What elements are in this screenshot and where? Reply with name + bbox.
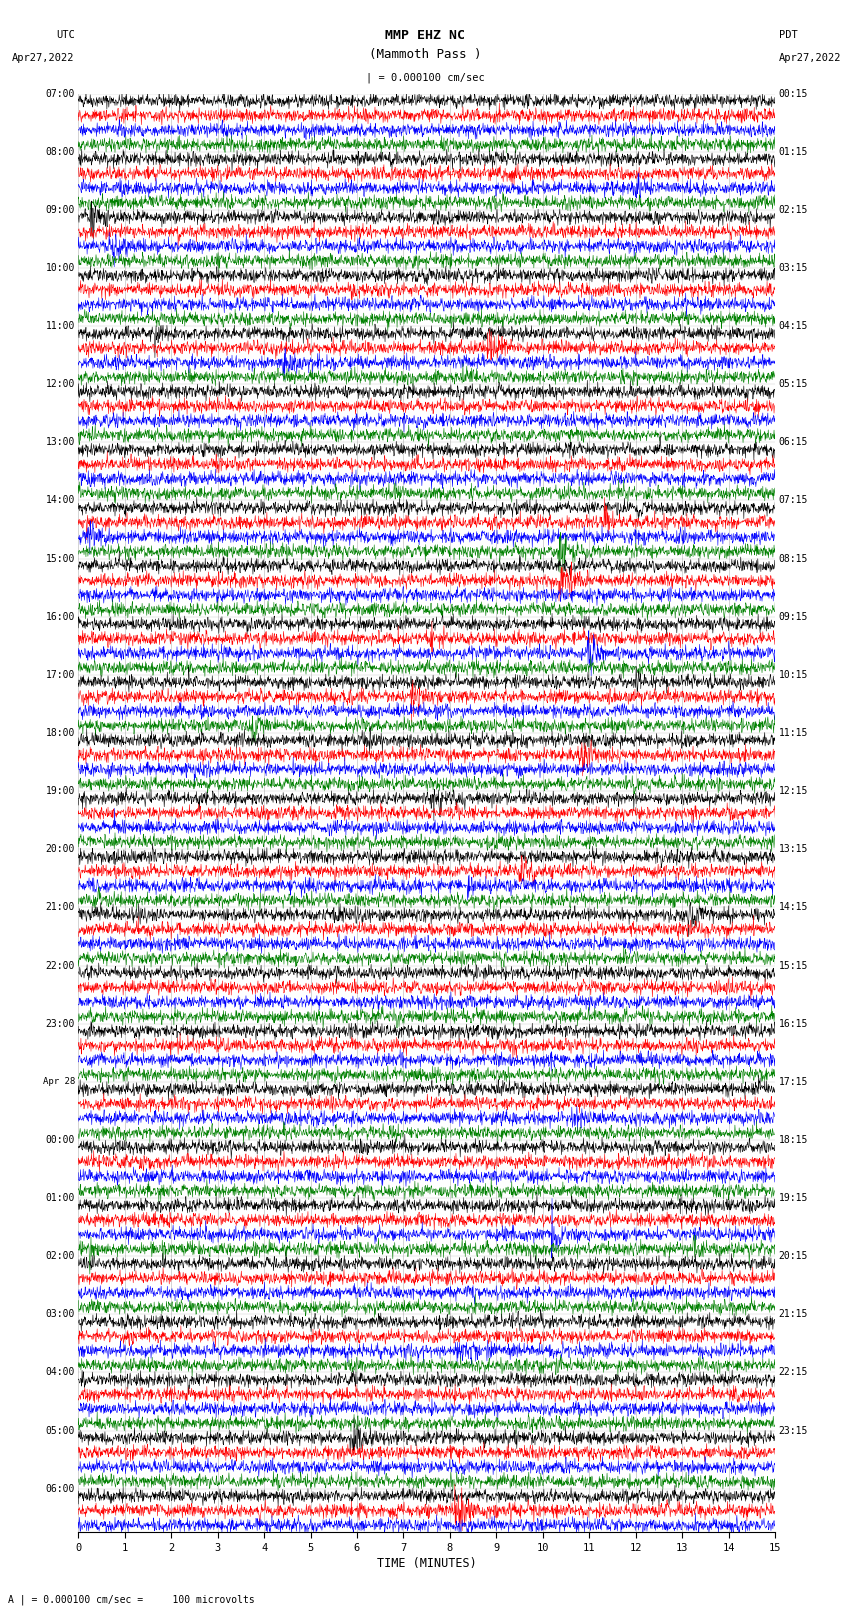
Text: 14:15: 14:15 bbox=[779, 902, 808, 913]
Text: 01:00: 01:00 bbox=[45, 1194, 75, 1203]
Text: 21:15: 21:15 bbox=[779, 1310, 808, 1319]
Text: 19:00: 19:00 bbox=[45, 786, 75, 797]
Text: 12:15: 12:15 bbox=[779, 786, 808, 797]
Text: 10:15: 10:15 bbox=[779, 669, 808, 681]
Text: (Mammoth Pass ): (Mammoth Pass ) bbox=[369, 48, 481, 61]
Text: 17:15: 17:15 bbox=[779, 1077, 808, 1087]
Text: 18:00: 18:00 bbox=[45, 727, 75, 739]
Text: 00:15: 00:15 bbox=[779, 89, 808, 98]
Text: UTC: UTC bbox=[56, 31, 75, 40]
Text: 17:00: 17:00 bbox=[45, 669, 75, 681]
Text: 12:00: 12:00 bbox=[45, 379, 75, 389]
Text: Apr 28: Apr 28 bbox=[42, 1077, 75, 1086]
X-axis label: TIME (MINUTES): TIME (MINUTES) bbox=[377, 1557, 477, 1569]
Text: | = 0.000100 cm/sec: | = 0.000100 cm/sec bbox=[366, 73, 484, 82]
Text: 13:15: 13:15 bbox=[779, 844, 808, 855]
Text: 00:00: 00:00 bbox=[45, 1136, 75, 1145]
Text: 08:15: 08:15 bbox=[779, 553, 808, 563]
Text: 18:15: 18:15 bbox=[779, 1136, 808, 1145]
Text: 20:00: 20:00 bbox=[45, 844, 75, 855]
Text: 15:00: 15:00 bbox=[45, 553, 75, 563]
Text: Apr27,2022: Apr27,2022 bbox=[779, 53, 842, 63]
Text: MMP EHZ NC: MMP EHZ NC bbox=[385, 29, 465, 42]
Text: 19:15: 19:15 bbox=[779, 1194, 808, 1203]
Text: 04:15: 04:15 bbox=[779, 321, 808, 331]
Text: 01:15: 01:15 bbox=[779, 147, 808, 156]
Text: 16:00: 16:00 bbox=[45, 611, 75, 621]
Text: 02:00: 02:00 bbox=[45, 1252, 75, 1261]
Text: 03:15: 03:15 bbox=[779, 263, 808, 273]
Text: 07:15: 07:15 bbox=[779, 495, 808, 505]
Text: 02:15: 02:15 bbox=[779, 205, 808, 215]
Text: 23:15: 23:15 bbox=[779, 1426, 808, 1436]
Text: 20:15: 20:15 bbox=[779, 1252, 808, 1261]
Text: 09:15: 09:15 bbox=[779, 611, 808, 621]
Text: 23:00: 23:00 bbox=[45, 1019, 75, 1029]
Text: 09:00: 09:00 bbox=[45, 205, 75, 215]
Text: 10:00: 10:00 bbox=[45, 263, 75, 273]
Text: PDT: PDT bbox=[779, 31, 797, 40]
Text: A | = 0.000100 cm/sec =     100 microvolts: A | = 0.000100 cm/sec = 100 microvolts bbox=[8, 1595, 255, 1605]
Text: 22:00: 22:00 bbox=[45, 961, 75, 971]
Text: 06:00: 06:00 bbox=[45, 1484, 75, 1494]
Text: 21:00: 21:00 bbox=[45, 902, 75, 913]
Text: 15:15: 15:15 bbox=[779, 961, 808, 971]
Text: 05:00: 05:00 bbox=[45, 1426, 75, 1436]
Text: 11:15: 11:15 bbox=[779, 727, 808, 739]
Text: 14:00: 14:00 bbox=[45, 495, 75, 505]
Text: 04:00: 04:00 bbox=[45, 1368, 75, 1378]
Text: 05:15: 05:15 bbox=[779, 379, 808, 389]
Text: 06:15: 06:15 bbox=[779, 437, 808, 447]
Text: 08:00: 08:00 bbox=[45, 147, 75, 156]
Text: 07:00: 07:00 bbox=[45, 89, 75, 98]
Text: 03:00: 03:00 bbox=[45, 1310, 75, 1319]
Text: 13:00: 13:00 bbox=[45, 437, 75, 447]
Text: 22:15: 22:15 bbox=[779, 1368, 808, 1378]
Text: 16:15: 16:15 bbox=[779, 1019, 808, 1029]
Text: 11:00: 11:00 bbox=[45, 321, 75, 331]
Text: Apr27,2022: Apr27,2022 bbox=[12, 53, 75, 63]
